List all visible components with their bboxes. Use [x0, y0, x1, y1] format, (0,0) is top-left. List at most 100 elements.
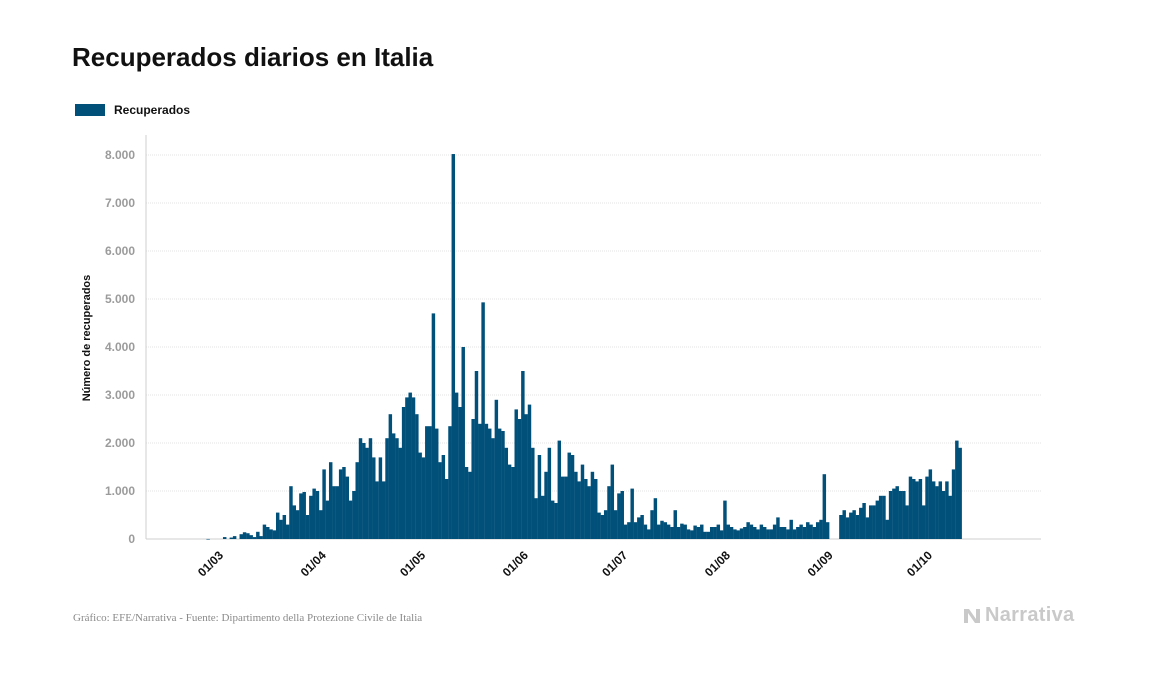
- bar: [398, 447, 403, 539]
- bar: [451, 154, 456, 540]
- bar: [716, 524, 721, 539]
- bar: [229, 537, 234, 539]
- bar: [411, 397, 416, 539]
- bar: [421, 457, 426, 539]
- bar: [564, 476, 568, 539]
- bar: [895, 486, 899, 539]
- bar: [431, 313, 436, 539]
- bar: [574, 471, 578, 539]
- x-tick-label: 01/04: [298, 548, 329, 579]
- bar: [739, 528, 744, 539]
- bar: [709, 527, 714, 539]
- legend-label: Recuperados: [114, 103, 191, 117]
- bar: [759, 524, 764, 539]
- bar: [902, 491, 906, 539]
- bar: [478, 423, 482, 539]
- bar: [772, 524, 777, 539]
- bar: [746, 522, 750, 539]
- bar: [524, 414, 528, 539]
- bar: [594, 479, 598, 539]
- bar: [610, 464, 615, 539]
- bar: [309, 495, 313, 539]
- bar: [859, 507, 863, 539]
- bar: [656, 524, 661, 539]
- bar: [550, 500, 555, 539]
- bar: [491, 438, 495, 539]
- narrativa-logo-icon: [964, 608, 980, 623]
- bar: [776, 517, 780, 539]
- bar: [723, 500, 727, 539]
- bar: [375, 481, 379, 539]
- bar: [554, 503, 558, 539]
- bar: [272, 530, 277, 539]
- legend: Recuperados: [75, 103, 190, 117]
- bar: [295, 510, 300, 539]
- bar: [623, 524, 628, 539]
- bar: [362, 443, 366, 539]
- bar: [938, 481, 943, 539]
- bar: [541, 495, 545, 539]
- y-tick-label: 2.000: [105, 436, 135, 450]
- bar: [726, 524, 730, 539]
- bar: [534, 498, 538, 539]
- bar: [365, 447, 369, 539]
- bar: [461, 347, 465, 539]
- bar: [497, 428, 502, 539]
- bar: [892, 488, 896, 539]
- bar: [322, 469, 326, 539]
- bar: [786, 529, 790, 539]
- bar: [401, 407, 406, 539]
- x-tick-labels: 01/03 01/04 01/05 01/06 01/07 01/08 01/09 01/10: [195, 548, 935, 579]
- bar: [743, 527, 747, 539]
- bar: [567, 452, 571, 539]
- bar: [799, 524, 803, 539]
- bar: [514, 409, 518, 539]
- bar: [315, 491, 320, 539]
- bar: [809, 524, 813, 539]
- bar: [345, 476, 350, 539]
- x-tick-label: 01/08: [702, 548, 733, 579]
- bar: [312, 488, 316, 539]
- bars: [206, 154, 962, 540]
- bar: [806, 522, 810, 539]
- x-tick-label: 01/06: [500, 548, 531, 579]
- y-tick-label: 1.000: [105, 484, 135, 498]
- bar: [352, 491, 356, 539]
- bar: [342, 467, 346, 539]
- bar: [769, 529, 774, 539]
- bar: [408, 392, 412, 539]
- bar: [951, 469, 956, 539]
- bar: [517, 419, 522, 539]
- bar: [620, 491, 624, 539]
- y-tick-label: 6.000: [105, 244, 135, 258]
- bar: [633, 522, 638, 539]
- bar: [756, 529, 760, 539]
- bar: [796, 527, 800, 539]
- bar: [246, 533, 250, 539]
- bar: [458, 407, 462, 539]
- bar: [690, 530, 694, 539]
- bar: [696, 527, 701, 539]
- bar: [448, 426, 452, 539]
- bar: [792, 529, 797, 539]
- bar: [637, 517, 641, 539]
- bar: [289, 486, 293, 539]
- bar: [355, 462, 359, 539]
- bar: [415, 414, 419, 539]
- y-tick-label: 4.000: [105, 340, 135, 354]
- bar: [239, 534, 243, 539]
- bar: [862, 503, 866, 539]
- bar: [584, 479, 588, 539]
- source-credit: Gráfico: EFE/Narrativa - Fuente: Diparti…: [73, 612, 423, 624]
- bar: [206, 538, 210, 540]
- bar: [766, 529, 770, 539]
- bar: [647, 529, 651, 539]
- bar: [302, 491, 306, 539]
- bar: [700, 524, 704, 539]
- bar: [438, 462, 442, 539]
- bar: [381, 481, 386, 539]
- bar: [325, 500, 330, 539]
- bar: [885, 519, 890, 539]
- bar: [613, 510, 618, 539]
- bar: [328, 462, 333, 539]
